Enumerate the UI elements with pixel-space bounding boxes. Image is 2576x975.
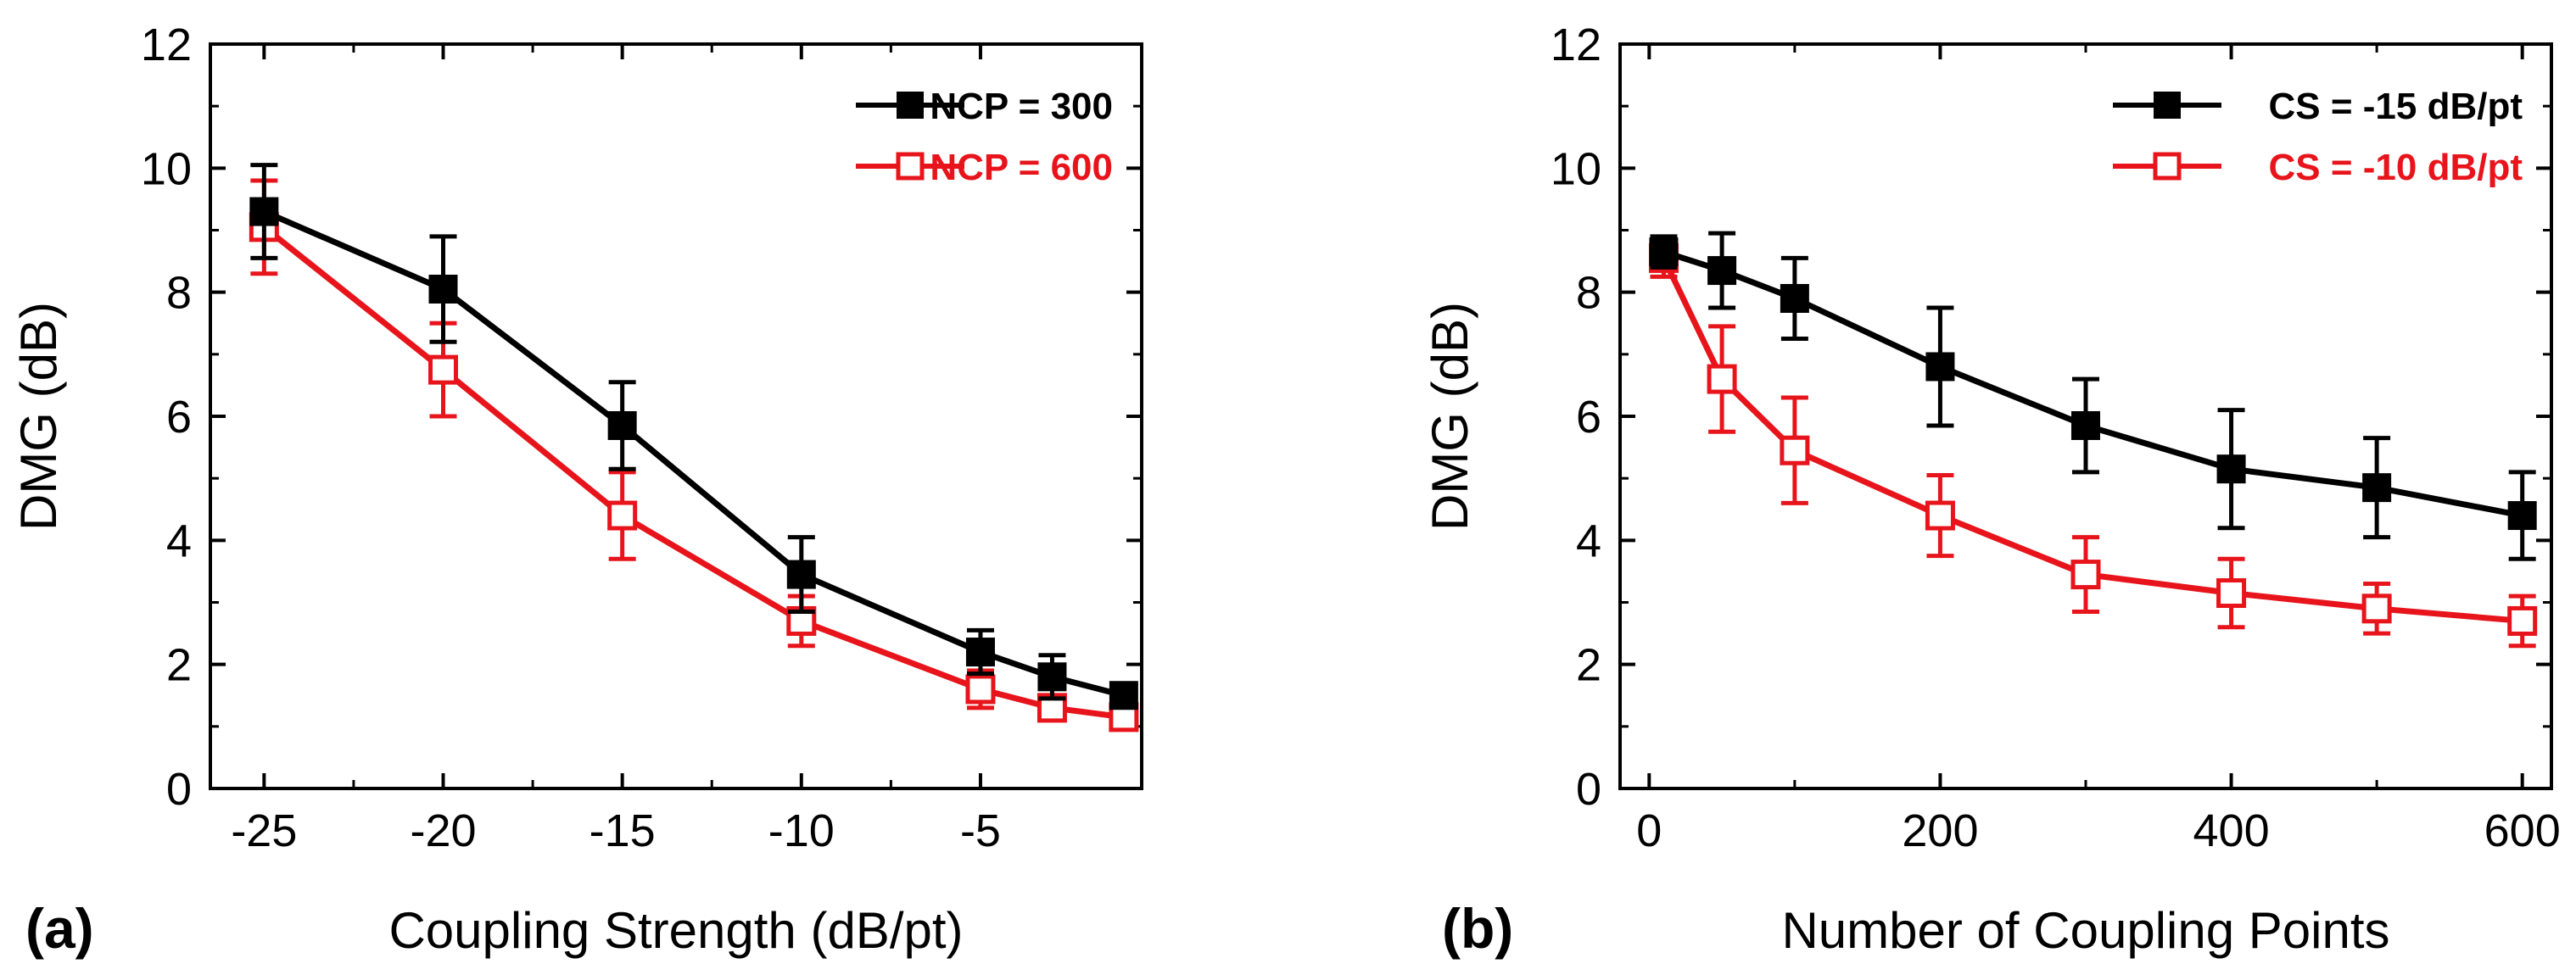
panel-b-y-tick-label: 8 (1576, 268, 1601, 319)
panel-a-x-tick-label: -5 (960, 805, 1001, 856)
panel-a-y-tick-label: 6 (166, 392, 192, 443)
legend-item: CS = -15 dB/pt (2113, 86, 2523, 127)
panel-a-y-tick-label: 4 (166, 515, 192, 566)
data-point (1925, 352, 1955, 382)
panel-a: 0 2 4 6 8 10 12 -25 -20 -15 -10 -5 DMG (dB) Coupli… (10, 20, 1143, 960)
legend-item: CS = -10 dB/pt (2113, 147, 2523, 188)
data-point (965, 638, 995, 667)
panel-a-x-tick-label: -20 (410, 805, 476, 856)
legend-marker (897, 92, 924, 119)
panel-b-y-tick-label: 2 (1576, 640, 1601, 691)
panel-b-y-tick-label: 4 (1576, 515, 1601, 566)
panel-b-series (1648, 231, 2538, 649)
panel-b-x-tick-label: 600 (2484, 805, 2561, 856)
data-point (2216, 578, 2247, 609)
panel-b-y-tick-label: 12 (1551, 20, 1601, 70)
data-point (1780, 435, 1810, 465)
panel-b-x-ticks: 0 200 400 600 (1636, 44, 2561, 856)
data-point (2070, 560, 2101, 590)
data-point (2507, 605, 2538, 636)
legend-label: NCP = 300 (930, 86, 1113, 127)
panel-a-series-1 (249, 163, 1138, 710)
panel-a-x-tick-label: -10 (768, 805, 835, 856)
legend-marker (2153, 152, 2182, 181)
panel-a-y-tick-label: 10 (141, 143, 192, 194)
legend-item: NCP = 300 (856, 86, 1113, 127)
legend-item: NCP = 600 (856, 147, 1113, 188)
legend-marker (2154, 92, 2181, 119)
data-point (1780, 283, 1809, 313)
data-point (2507, 501, 2537, 531)
panel-a-label: (a) (25, 897, 94, 960)
data-point (1649, 237, 1679, 267)
data-point (1925, 500, 1955, 531)
data-point (1707, 364, 1737, 394)
panel-b-x-tick-label: 400 (2193, 805, 2270, 856)
panel-a-y-ticks: 0 2 4 6 8 10 12 (141, 20, 1142, 815)
panel-b-legend: CS = -15 dB/pt CS = -10 dB/pt (2113, 86, 2523, 188)
panel-a-x-ticks: -25 -20 -15 -10 -5 (231, 44, 1001, 856)
panel-a-y-tick-label: 2 (166, 640, 192, 691)
data-point (607, 500, 638, 531)
panel-b-y-axis-title: DMG (dB) (1422, 302, 1478, 531)
data-point (2216, 454, 2246, 484)
legend-label: NCP = 600 (930, 147, 1113, 188)
panel-b-x-axis-title: Number of Coupling Points (1781, 902, 2389, 959)
panel-b-y-tick-label: 0 (1576, 764, 1601, 815)
data-point (428, 275, 458, 304)
panel-b-y-tick-label: 6 (1576, 392, 1601, 443)
panel-a-y-tick-label: 12 (141, 20, 192, 70)
legend-label: CS = -10 dB/pt (2269, 147, 2523, 188)
panel-a-x-axis-title: Coupling Strength (dB/pt) (388, 902, 963, 959)
legend-label: CS = -15 dB/pt (2269, 86, 2523, 127)
data-point (428, 354, 458, 385)
data-point (2071, 410, 2100, 440)
data-point (1109, 681, 1138, 710)
panel-b-y-ticks: 0 2 4 6 8 10 12 (1551, 20, 2551, 815)
panel-a-y-tick-label: 8 (166, 268, 192, 319)
data-point (1037, 662, 1067, 692)
data-point (1707, 256, 1737, 286)
panel-a-legend: NCP = 300 NCP = 600 (856, 86, 1113, 188)
data-point (786, 560, 816, 589)
panel-a-y-tick-label: 0 (166, 764, 192, 815)
panel-b-x-tick-label: 0 (1636, 805, 1662, 856)
data-point (2362, 473, 2392, 503)
data-point (2361, 593, 2392, 624)
panel-a-x-tick-label: -25 (231, 805, 297, 856)
legend-marker (896, 152, 925, 181)
panel-b-series-1 (1649, 231, 2537, 561)
panel-a-series (249, 163, 1139, 733)
panel-b-y-tick-label: 10 (1551, 143, 1601, 194)
data-point (965, 674, 996, 705)
panel-b: 0 2 4 6 8 10 12 0 200 400 600 DMG (dB) Number of … (1422, 20, 2561, 960)
panel-a-x-tick-label: -15 (590, 805, 656, 856)
panel-a-series-1-line (262, 209, 1125, 699)
panel-a-y-axis-title: DMG (dB) (10, 302, 67, 531)
panel-b-label: (b) (1442, 897, 1513, 960)
panel-b-x-tick-label: 200 (1902, 805, 1978, 856)
data-point (607, 410, 637, 440)
data-point (249, 197, 279, 226)
